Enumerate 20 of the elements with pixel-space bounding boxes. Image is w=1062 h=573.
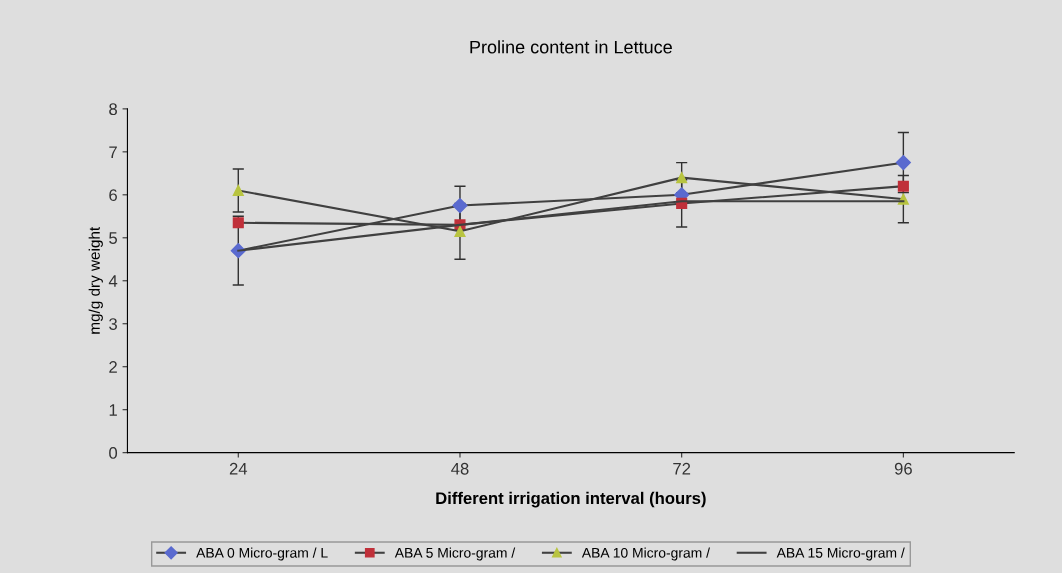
legend-label: ABA 5 Micro-gram / [394, 547, 516, 561]
y-tick-label: 7 [109, 146, 117, 158]
y-tick-label: 2 [109, 361, 117, 373]
legend-label: ABA 10 Micro-gram / [581, 547, 710, 561]
y-tick-label: 6 [109, 189, 117, 202]
y-tick-label: 1 [109, 404, 117, 416]
chart-title: Proline content in Lettuce [470, 40, 672, 54]
y-axis-title: mg/g dry weight [88, 226, 103, 334]
y-tick-label: 0 [109, 447, 118, 459]
y-tick-label: 4 [108, 275, 118, 287]
legend-label: ABA 15 Micro-gram / [776, 547, 905, 561]
y-tick-label: 5 [109, 232, 118, 244]
y-tick-label: 8 [109, 103, 117, 116]
legend-label: ABA 0 Micro-gram / L [196, 547, 328, 561]
x-axis-title: Different irrigation interval (hours) [436, 491, 706, 508]
x-tick-label: 72 [673, 462, 691, 475]
x-tick-label: 24 [229, 462, 248, 475]
x-tick-label: 96 [894, 462, 912, 475]
x-tick-label: 48 [451, 462, 469, 475]
y-tick-label: 3 [109, 318, 117, 330]
